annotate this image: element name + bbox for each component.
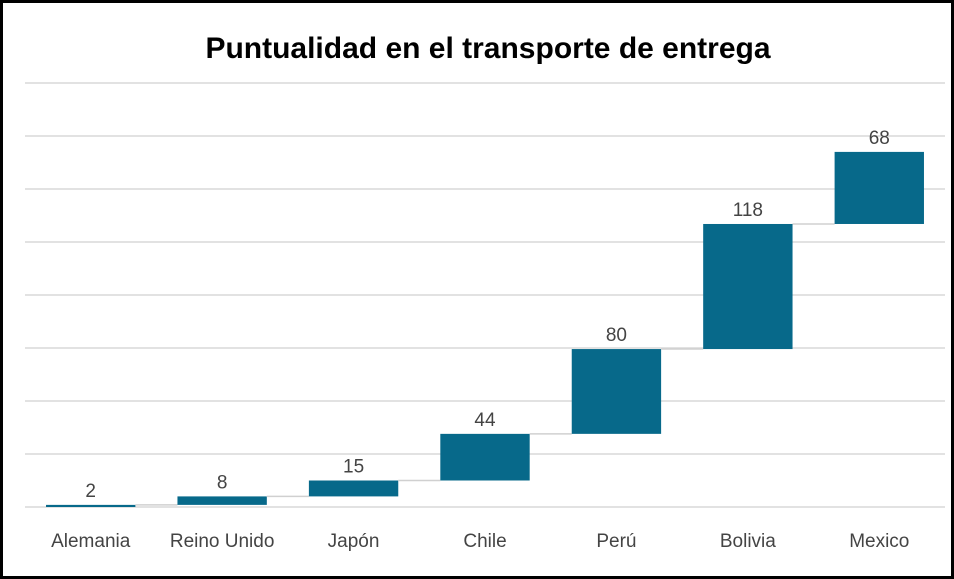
x-tick-label: Reino Unido bbox=[170, 531, 275, 552]
data-label: 80 bbox=[606, 325, 627, 346]
data-label: 44 bbox=[474, 410, 496, 431]
data-label: 8 bbox=[217, 472, 228, 493]
bar bbox=[834, 151, 924, 224]
bar bbox=[571, 349, 662, 434]
data-label: 118 bbox=[733, 200, 763, 221]
x-tick-label: Mexico bbox=[849, 531, 909, 552]
bar bbox=[46, 504, 136, 507]
data-label: 68 bbox=[869, 128, 890, 149]
bar bbox=[308, 480, 399, 497]
bar bbox=[440, 433, 530, 481]
data-label: 15 bbox=[343, 457, 364, 478]
bar bbox=[177, 496, 267, 505]
data-label: 2 bbox=[85, 481, 96, 502]
chart-title: Puntualidad en el transporte de entrega bbox=[205, 32, 770, 65]
bar bbox=[703, 223, 793, 350]
x-tick-label: Chile bbox=[463, 531, 506, 552]
x-tick-label: Japón bbox=[328, 531, 380, 552]
x-tick-label: Bolivia bbox=[720, 531, 776, 552]
x-tick-label: Alemania bbox=[51, 531, 131, 552]
x-tick-label: Perú bbox=[596, 531, 636, 552]
